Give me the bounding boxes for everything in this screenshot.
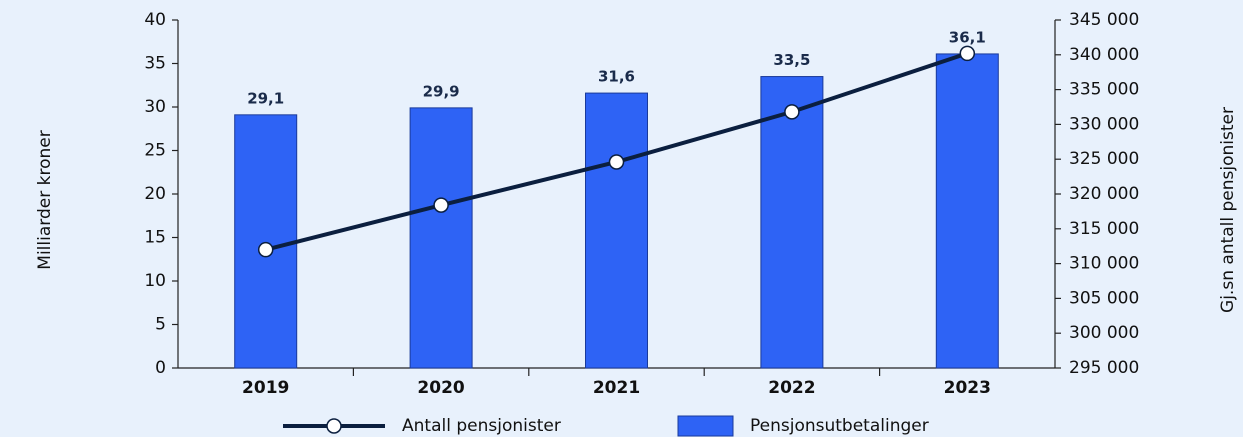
legend-label: Antall pensjonister: [402, 416, 561, 436]
value-label: 29,1: [247, 89, 284, 107]
y2-tick-label: 300 000: [1069, 323, 1139, 343]
line-marker: [433, 197, 449, 213]
y2-tick-label: 330 000: [1069, 114, 1139, 134]
y2-tick-label: 315 000: [1069, 219, 1139, 239]
x-tick-label: 2023: [944, 378, 991, 398]
y2-tick-label: 310 000: [1069, 254, 1139, 274]
y2-tick-label: 295 000: [1069, 358, 1139, 378]
y-tick-label: 0: [155, 358, 166, 378]
value-label: 33,5: [773, 51, 810, 69]
bar: [935, 53, 999, 369]
x-tick-label: 2019: [242, 378, 289, 398]
y-tick-label: 25: [144, 141, 166, 161]
bar: [234, 114, 298, 369]
x-tick-label: 2020: [417, 378, 464, 398]
y-tick-label: 30: [144, 97, 166, 117]
y-tick-label: 35: [144, 54, 166, 74]
line-marker: [959, 45, 976, 62]
legend-swatch: [677, 415, 734, 437]
y-tick-label: 10: [144, 271, 166, 291]
bar: [409, 107, 473, 369]
value-label: 36,1: [949, 28, 986, 46]
x-tick-label: 2021: [593, 378, 640, 398]
y-axis-title: Milliarder kroner: [35, 130, 55, 269]
y2-tick-label: 320 000: [1069, 184, 1139, 204]
y2-tick-label: 345 000: [1069, 10, 1139, 30]
value-label: 31,6: [598, 68, 635, 86]
y2-axis-title: Gj.sn antall pensjonister: [1218, 107, 1238, 313]
bar: [760, 76, 824, 369]
y2-tick-label: 340 000: [1069, 45, 1139, 65]
y2-tick-label: 335 000: [1069, 80, 1139, 100]
y-tick-label: 20: [144, 184, 166, 204]
y-tick-label: 15: [144, 228, 166, 248]
line-marker: [257, 241, 274, 258]
y-tick-label: 5: [155, 315, 166, 335]
y-tick-label: 40: [144, 10, 166, 30]
line-marker: [608, 154, 625, 170]
legend-label: Pensjonsutbetalinger: [750, 416, 929, 436]
bar: [585, 92, 648, 369]
value-label: 29,9: [423, 82, 460, 100]
x-tick-label: 2022: [768, 378, 815, 398]
y2-tick-label: 305 000: [1069, 288, 1139, 308]
legend-marker: [326, 418, 342, 434]
y2-tick-label: 325 000: [1069, 149, 1139, 169]
line-marker: [784, 104, 800, 120]
